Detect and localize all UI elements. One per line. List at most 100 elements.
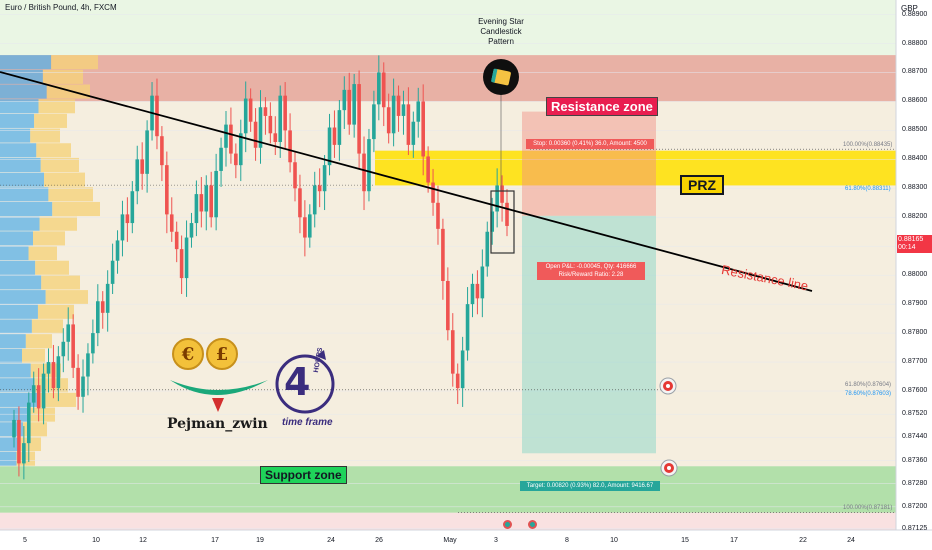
candle-body [337, 110, 342, 145]
date-tick-label: 3 [494, 537, 498, 544]
candle-body [278, 95, 283, 142]
candle-body [96, 301, 100, 334]
price-tick-label: 0.88200 [902, 213, 928, 221]
resistance-zone-label: Resistance zone [546, 97, 658, 116]
candle-body [66, 324, 71, 342]
candle-body [253, 121, 258, 148]
price-tick-label: 0.87440 [902, 433, 928, 441]
candle-body [174, 231, 179, 250]
pnl-line-1: Open P&L: -0.00045, Qty: 416666 [545, 264, 637, 270]
stop-info-box: Stop: 0.00360 (0.41%) 36.0, Amount: 4500 [526, 139, 654, 149]
price-tick-label: 0.88800 [902, 39, 928, 47]
price-tick-label: 0.87520 [902, 410, 928, 418]
candle-body [367, 139, 371, 192]
lower-tint [0, 512, 896, 530]
candle-body [490, 211, 495, 232]
candle-body [372, 104, 376, 140]
volume-profile-bar [44, 172, 85, 187]
candle-body [362, 153, 366, 192]
candle-body [332, 127, 337, 145]
volume-profile-bar [30, 128, 60, 143]
candle-body [105, 283, 110, 313]
volume-profile-bar [27, 407, 55, 422]
volume-profile-bar [0, 378, 35, 393]
candle-body [41, 373, 46, 409]
candle-body [450, 330, 455, 374]
candle-body [86, 353, 90, 377]
symbol-title: Euro / British Pound, 4h, FXCM [5, 3, 117, 12]
volume-profile-bar [22, 348, 45, 363]
candle-body [475, 283, 480, 299]
volume-profile-bar [0, 436, 20, 452]
date-tick-label: 17 [211, 537, 219, 544]
candle-body [455, 373, 460, 389]
candle-body [22, 443, 26, 464]
candle-body [283, 95, 287, 131]
volume-profile-bar [0, 334, 26, 349]
candle-body [199, 194, 204, 212]
volume-profile-bar [39, 216, 77, 231]
volume-profile-bar [38, 99, 75, 114]
candle-body [288, 130, 292, 163]
currency-label: GBP [901, 4, 918, 13]
volume-profile-bar [0, 216, 40, 231]
candle-body [352, 84, 356, 125]
candle-body [189, 223, 194, 238]
candle-body [224, 124, 228, 148]
candle-body [411, 121, 416, 145]
candle-body [298, 188, 302, 218]
pnl-line-2: Risk/Reward Ratio: 2.28 [558, 272, 624, 278]
fib-level-label: 78.60%(0.87603) [845, 391, 892, 398]
date-tick-label: 22 [799, 537, 807, 544]
volume-profile-bar [45, 290, 88, 305]
candle-body [229, 124, 233, 154]
volume-profile-bar [51, 55, 98, 70]
target-info-box: Target: 0.00820 (0.93%) 82.0, Amount: 94… [520, 481, 660, 491]
candle-body [125, 214, 130, 224]
volume-profile-bar [0, 84, 47, 99]
volume-profile-bar [0, 128, 31, 143]
volume-profile-bar [0, 187, 49, 202]
target-icon-center [666, 384, 670, 388]
candlestick-pattern-icon[interactable] [483, 59, 519, 95]
timeframe-ring-icon [275, 354, 335, 414]
logo-ribbon-tip [212, 398, 224, 412]
resistance-trendline [0, 71, 813, 292]
volume-profile-bar [25, 334, 52, 349]
candle-body [317, 185, 322, 192]
date-tick-label: 17 [730, 537, 738, 544]
candle-body [179, 249, 184, 279]
price-tick-label: 0.87600 [902, 387, 928, 394]
volume-profile-bar [0, 363, 31, 378]
candle-body [381, 72, 386, 108]
candle-body [17, 419, 21, 464]
volume-profile-bar [0, 304, 38, 319]
candle-body [386, 107, 391, 134]
candle-body [465, 304, 470, 351]
price-tick-label: 0.88600 [902, 97, 928, 105]
callout-line-3: Pattern [488, 37, 514, 46]
date-tick-label: 12 [139, 537, 147, 544]
price-tick-label: 0.87800 [902, 329, 928, 337]
fib-level-label: 61.80%(0.88311) [845, 186, 891, 193]
event-marker-icon[interactable] [528, 520, 537, 529]
candle-body [342, 89, 347, 111]
price-tick-label: 0.87200 [902, 502, 928, 510]
last-price-tag: 0.88165 00:14 [897, 235, 932, 253]
candle-body [505, 202, 509, 226]
timeframe-text: time frame [282, 417, 333, 428]
candle-body [406, 104, 411, 145]
volume-profile-bar [33, 231, 65, 246]
volume-profile-bar [0, 172, 44, 187]
volume-profile-bar [0, 99, 39, 114]
candle-body [401, 104, 406, 116]
candle-body [396, 95, 401, 116]
candle-body [312, 185, 317, 215]
volume-profile-bar [0, 113, 35, 128]
candle-body [248, 98, 253, 122]
event-marker-icon[interactable] [503, 520, 512, 529]
candle-body [12, 419, 16, 438]
date-tick-label: 8 [565, 537, 569, 544]
candle-body [140, 159, 144, 174]
